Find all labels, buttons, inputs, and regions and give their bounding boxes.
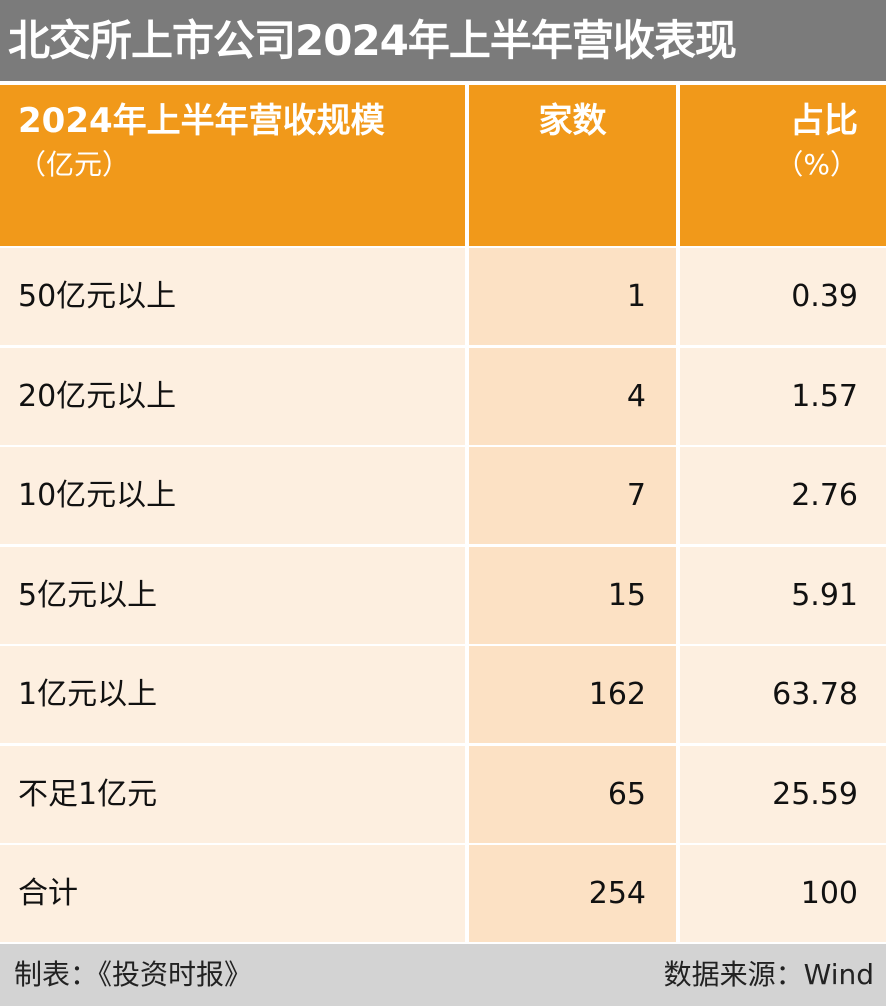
row-share: 100	[680, 845, 886, 942]
row-label: 合计	[0, 845, 465, 942]
row-count: 65	[469, 745, 676, 843]
row-label: 10亿元以上	[0, 447, 465, 544]
row-share: 25.59	[680, 745, 886, 843]
header-share-label: 占比（%）	[775, 101, 858, 181]
row-share: 1.57	[680, 347, 886, 445]
row-label: 5亿元以上	[0, 546, 465, 644]
row-label: 1亿元以上	[0, 646, 465, 743]
header-revenue-scale-unit: （亿元）	[18, 148, 131, 181]
footer-source: 数据来源：Wind	[663, 958, 874, 991]
row-count: 7	[469, 447, 676, 544]
row-share: 63.78	[680, 646, 886, 743]
header-share: 占比（%）	[680, 85, 886, 246]
row-label: 不足1亿元	[0, 745, 465, 843]
row-count: 4	[469, 347, 676, 445]
row-label: 20亿元以上	[0, 347, 465, 445]
row-count: 162	[469, 646, 676, 743]
row-count: 254	[469, 845, 676, 942]
row-count: 15	[469, 546, 676, 644]
header-revenue-scale-label: 2024年上半年营收规模	[18, 101, 385, 141]
row-label: 50亿元以上	[0, 248, 465, 345]
footer: 制表：《投资时报》 数据来源：Wind	[0, 944, 886, 1006]
row-count: 1	[469, 248, 676, 345]
row-share: 5.91	[680, 546, 886, 644]
table-title: 北交所上市公司2024年上半年营收表现	[0, 0, 886, 81]
row-share: 2.76	[680, 447, 886, 544]
footer-credit: 制表：《投资时报》	[14, 958, 253, 991]
header-count-label: 家数	[538, 101, 607, 141]
header-count: 家数	[469, 85, 676, 246]
header-revenue-scale: 2024年上半年营收规模 （亿元）	[0, 85, 465, 246]
row-share: 0.39	[680, 248, 886, 345]
